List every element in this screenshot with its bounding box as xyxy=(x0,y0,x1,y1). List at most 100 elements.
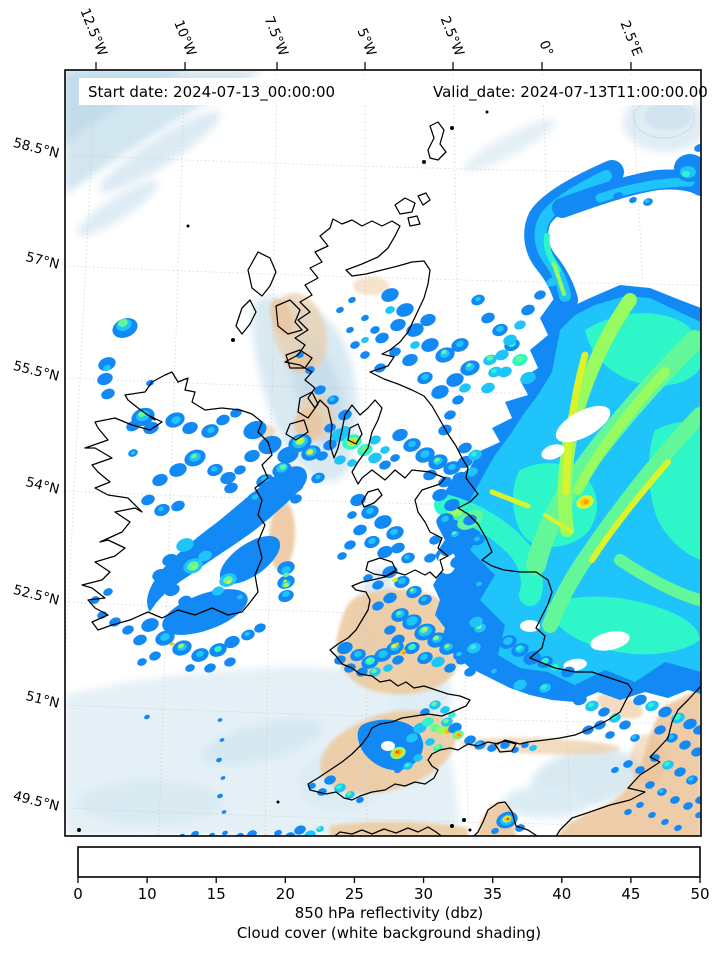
reflectivity-cell xyxy=(683,718,697,730)
reflectivity-cell xyxy=(348,296,356,304)
reflectivity-cell xyxy=(396,303,414,317)
reflectivity-cell xyxy=(382,565,398,579)
reflectivity-cell xyxy=(425,738,435,746)
reflectivity-cell xyxy=(282,590,290,598)
reflectivity-cell xyxy=(360,351,370,359)
reflectivity-cell xyxy=(495,349,509,361)
colorbar-frame xyxy=(77,846,701,878)
reflectivity-cell xyxy=(296,351,304,359)
reflectivity-cell xyxy=(424,553,436,563)
reflectivity-cell xyxy=(410,588,414,592)
reflectivity-cell xyxy=(429,535,441,545)
reflectivity-cell xyxy=(648,811,656,819)
colorbar-tick-label: 30 xyxy=(414,885,433,903)
reflectivity-cell xyxy=(444,663,456,673)
france-coastline xyxy=(555,685,701,836)
reflectivity-cell xyxy=(413,754,423,762)
reflectivity-cell xyxy=(648,702,654,708)
reflectivity-cell xyxy=(623,760,633,768)
reflectivity-cell xyxy=(491,827,499,835)
reflectivity-cell xyxy=(658,789,664,793)
reflectivity-cell xyxy=(402,651,406,655)
reflectivity-cell xyxy=(283,579,287,583)
reflectivity-cell xyxy=(395,642,399,646)
reflectivity-cell xyxy=(353,524,367,536)
reflectivity-cell xyxy=(268,495,282,507)
reflectivity-cell xyxy=(613,192,623,200)
reflectivity-cell xyxy=(679,740,691,750)
ireland-coastline xyxy=(81,371,273,631)
reflectivity-cell xyxy=(179,833,185,836)
map-frame xyxy=(64,69,702,837)
reflectivity-cell xyxy=(463,514,477,526)
reflectivity-cell xyxy=(611,766,619,774)
reflectivity-cell xyxy=(458,442,472,454)
reflectivity-cell xyxy=(406,733,418,743)
reflectivity-cell xyxy=(691,747,701,757)
reflectivity-cell xyxy=(171,416,181,424)
reflectivity-cell xyxy=(118,319,128,327)
reflectivity-cell xyxy=(392,428,408,442)
reflectivity-cell xyxy=(432,488,448,502)
reflectivity-cell xyxy=(126,420,140,432)
reflectivity-cell xyxy=(347,459,357,467)
reflectivity-cell xyxy=(434,745,440,749)
colorbar-tick-label: 45 xyxy=(621,885,640,903)
reflectivity-cell xyxy=(137,658,147,666)
reflectivity-cell xyxy=(635,766,645,774)
reflectivity-cell xyxy=(356,796,364,804)
reflectivity-cell xyxy=(149,651,161,661)
reflectivity-cell xyxy=(169,463,187,477)
reflectivity-cell xyxy=(452,395,464,405)
reflectivity-cell xyxy=(191,565,197,571)
reflectivity-cell xyxy=(408,440,416,448)
reflectivity-cell xyxy=(404,763,410,767)
reflectivity-cell xyxy=(191,453,197,459)
reflectivity-cell xyxy=(214,645,222,653)
reflectivity-cells-layer xyxy=(90,144,701,836)
reflectivity-cell xyxy=(650,754,660,762)
reflectivity-cell xyxy=(398,577,406,585)
reflectivity-cell xyxy=(431,385,449,399)
reflectivity-cell xyxy=(523,651,541,665)
reflectivity-cell xyxy=(207,426,215,434)
reflectivity-cell xyxy=(501,672,515,684)
reflectivity-cell xyxy=(644,199,650,203)
reflectivity-cell xyxy=(444,498,460,512)
reflectivity-cell xyxy=(308,782,316,790)
colorbar-tick-label: 0 xyxy=(73,885,83,903)
reflectivity-cell xyxy=(664,761,670,767)
great-britain-coastline xyxy=(284,218,633,801)
reflectivity-cell xyxy=(346,792,352,796)
reflectivity-cell xyxy=(347,511,357,519)
reflectivity-cell xyxy=(693,725,701,735)
reflectivity-cell xyxy=(459,629,473,641)
mull-coastline xyxy=(285,349,313,369)
reflectivity-cell xyxy=(234,465,246,475)
colorbar: 0 10 15 20 25 30 35 40 45 50 xyxy=(73,877,710,903)
reflectivity-cell xyxy=(133,634,147,646)
reflectivity-cell xyxy=(457,733,461,737)
reflectivity-cell xyxy=(668,734,674,740)
reflectivity-cell xyxy=(506,817,510,821)
reflectivity-cell xyxy=(392,655,404,665)
reflectivity-cell xyxy=(210,466,218,472)
lat-tick-label: 51°N xyxy=(24,688,61,712)
reflectivity-cell xyxy=(431,656,445,668)
reflectivity-cell xyxy=(366,507,374,515)
reflectivity-cell xyxy=(422,717,434,727)
reflectivity-cell xyxy=(573,694,587,706)
reflectivity-cell xyxy=(496,325,504,333)
reflectivity-cell xyxy=(316,451,328,461)
lat-tick-label: 58.5°N xyxy=(12,135,61,162)
reflectivity-cell xyxy=(498,366,512,378)
reflectivity-cell xyxy=(422,627,428,631)
reflectivity-cell xyxy=(171,500,185,512)
reflectivity-cell xyxy=(552,687,564,697)
reflectivity-cell xyxy=(216,757,222,763)
reflectivity-cell xyxy=(654,725,666,735)
reflectivity-cell xyxy=(217,793,223,799)
reflectivity-cell xyxy=(469,616,483,628)
